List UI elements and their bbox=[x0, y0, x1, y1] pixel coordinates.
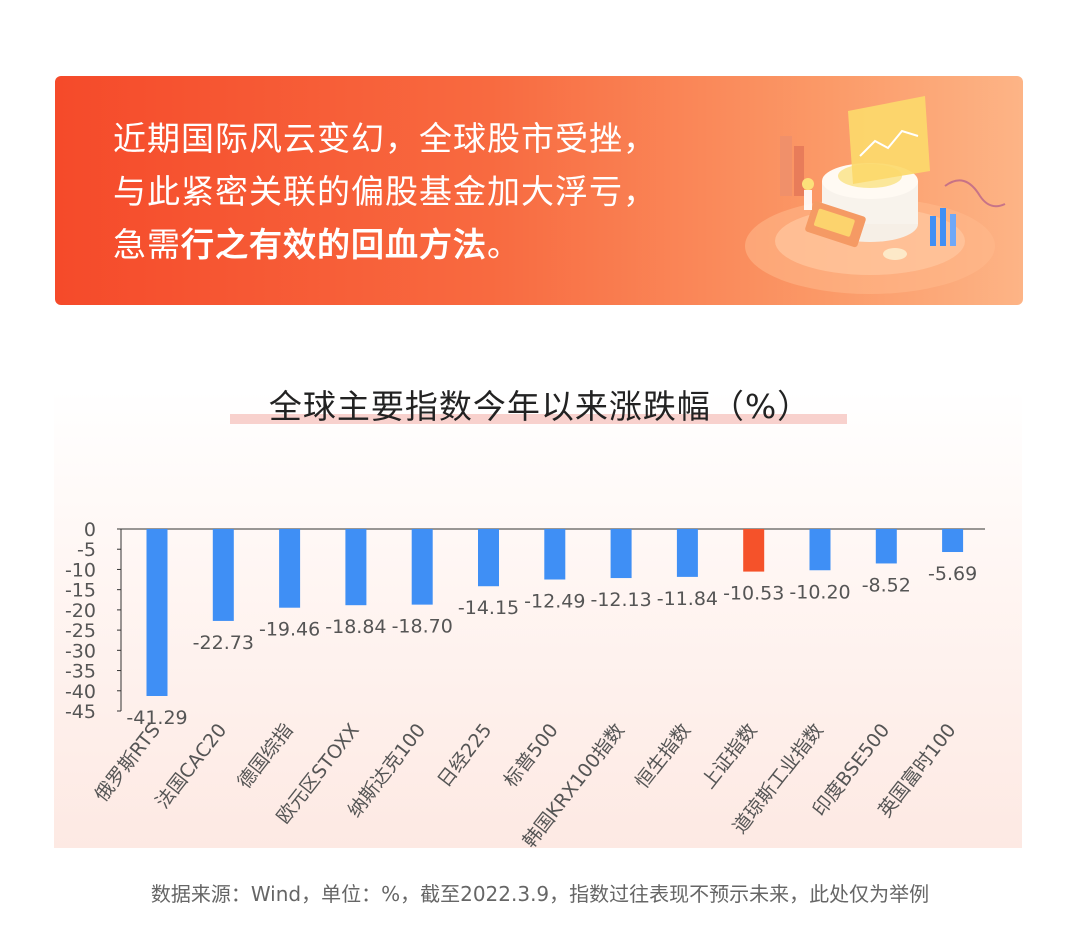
x-tick-label: 德国综指 bbox=[233, 720, 297, 793]
data-label: -41.29 bbox=[126, 707, 187, 729]
bar bbox=[411, 529, 433, 605]
bar bbox=[279, 529, 301, 608]
x-tick-label: 恒生指数 bbox=[631, 720, 695, 793]
y-tick-label: -20 bbox=[65, 600, 96, 622]
y-tick-label: -35 bbox=[65, 661, 96, 683]
banner-line-2: 与此紧密关联的偏股基金加大浮亏， bbox=[113, 172, 657, 211]
y-tick-label: 0 bbox=[84, 519, 96, 541]
bar bbox=[610, 529, 632, 579]
y-tick-label: -15 bbox=[65, 580, 96, 602]
header-banner: 近期国际风云变幻，全球股市受挫， 与此紧密关联的偏股基金加大浮亏， 急需行之有效… bbox=[55, 76, 1023, 305]
banner-line-3-highlight: 行之有效的回血方法 bbox=[181, 225, 487, 264]
data-label: -18.70 bbox=[392, 616, 453, 638]
source-footnote: 数据来源：Wind，单位：%，截至2022.3.9，指数过往表现不预示未来，此处… bbox=[150, 882, 930, 906]
y-tick-label: -25 bbox=[65, 620, 96, 642]
data-label: -11.84 bbox=[657, 588, 718, 610]
bar bbox=[809, 529, 831, 571]
bar bbox=[212, 529, 234, 621]
data-label: -10.20 bbox=[789, 581, 850, 603]
title-underline bbox=[230, 414, 847, 424]
chart-title: 全球主要指数今年以来涨跌幅（%） bbox=[268, 387, 812, 426]
data-label: -19.46 bbox=[259, 619, 320, 641]
y-tick-label: -40 bbox=[65, 681, 96, 703]
banner-line-1: 近期国际风云变幻，全球股市受挫， bbox=[113, 119, 657, 158]
bar bbox=[544, 529, 566, 580]
bar bbox=[942, 529, 964, 553]
data-label: -18.84 bbox=[325, 616, 386, 638]
data-label: -22.73 bbox=[193, 632, 254, 654]
banner-line-3: 急需行之有效的回血方法。 bbox=[113, 218, 657, 271]
bar bbox=[875, 529, 897, 564]
banner-line-3-suffix: 。 bbox=[487, 225, 521, 264]
x-tick-label: 标普500 bbox=[500, 720, 563, 792]
banner-text: 近期国际风云变幻，全球股市受挫， 与此紧密关联的偏股基金加大浮亏， 急需行之有效… bbox=[113, 112, 657, 271]
data-label: -14.15 bbox=[458, 597, 519, 619]
data-label: -5.69 bbox=[928, 563, 977, 585]
x-tick-label: 俄罗斯RTS bbox=[91, 720, 165, 806]
bar bbox=[146, 529, 168, 696]
bar bbox=[743, 529, 765, 572]
y-tick-label: -10 bbox=[65, 559, 96, 581]
y-tick-label: -30 bbox=[65, 640, 96, 662]
data-label: -10.53 bbox=[723, 583, 784, 605]
bar bbox=[478, 529, 499, 587]
finance-illustration-icon bbox=[745, 96, 1006, 294]
y-tick-label: -45 bbox=[65, 701, 96, 723]
bar bbox=[345, 529, 367, 606]
x-tick-label: 上证指数 bbox=[698, 720, 762, 793]
data-label: -8.52 bbox=[862, 574, 911, 596]
data-label: -12.13 bbox=[590, 589, 651, 611]
bar bbox=[676, 529, 698, 577]
y-tick-label: -5 bbox=[77, 539, 96, 561]
banner-line-3-prefix: 急需 bbox=[113, 225, 181, 264]
data-label: -12.49 bbox=[524, 591, 585, 613]
x-tick-label: 日经225 bbox=[433, 720, 496, 792]
